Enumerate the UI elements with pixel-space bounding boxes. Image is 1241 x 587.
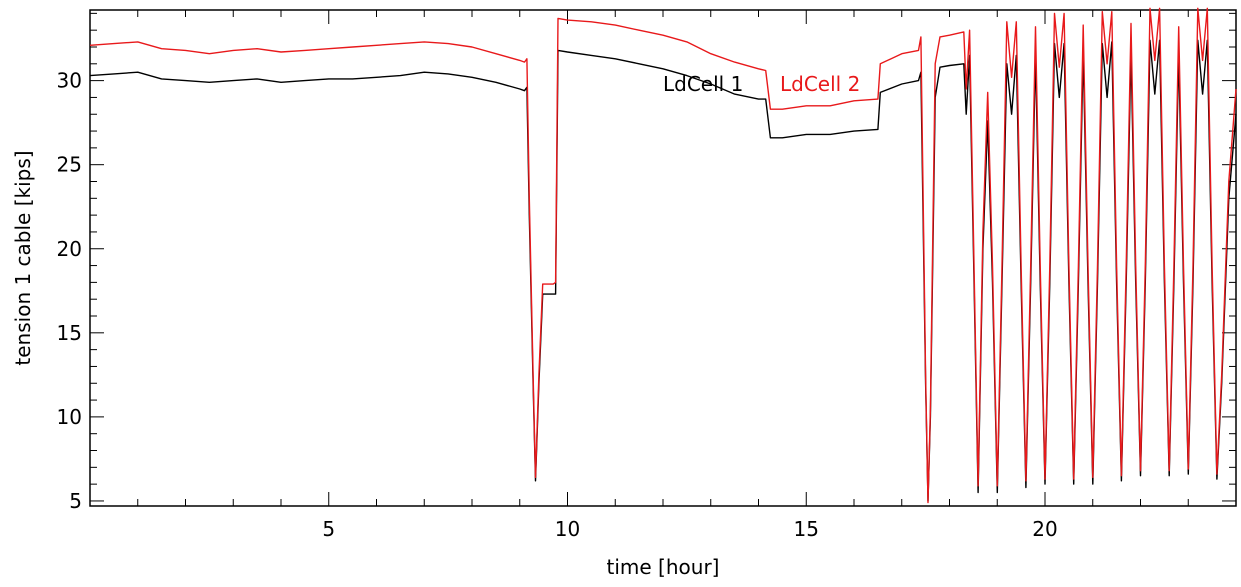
x-tick-label: 5 bbox=[322, 517, 335, 541]
x-tick-label: 20 bbox=[1032, 517, 1057, 541]
x-axis-title: time [hour] bbox=[607, 555, 720, 579]
x-tick-label: 10 bbox=[555, 517, 580, 541]
y-tick-label: 20 bbox=[57, 237, 82, 261]
y-tick-label: 30 bbox=[57, 69, 82, 93]
legend-ldcell-1: LdCell 1 bbox=[663, 72, 743, 96]
x-axis-ticks: 5 10 15 20 bbox=[137, 10, 1189, 541]
y-axis-ticks: 5 10 15 20 25 30 bbox=[57, 12, 1236, 513]
y-tick-label: 15 bbox=[57, 321, 82, 345]
series-layer bbox=[89, 7, 1237, 504]
legend-ldcell-2: LdCell 2 bbox=[780, 72, 860, 96]
y-axis-title: tension 1 cable [kips] bbox=[11, 150, 35, 365]
series-line-ldcell-2 bbox=[89, 7, 1237, 504]
x-tick-label: 15 bbox=[794, 517, 819, 541]
y-tick-label: 10 bbox=[57, 405, 82, 429]
y-tick-label: 5 bbox=[69, 489, 82, 513]
y-tick-label: 25 bbox=[57, 153, 82, 177]
series-line-ldcell-1 bbox=[89, 39, 1237, 502]
